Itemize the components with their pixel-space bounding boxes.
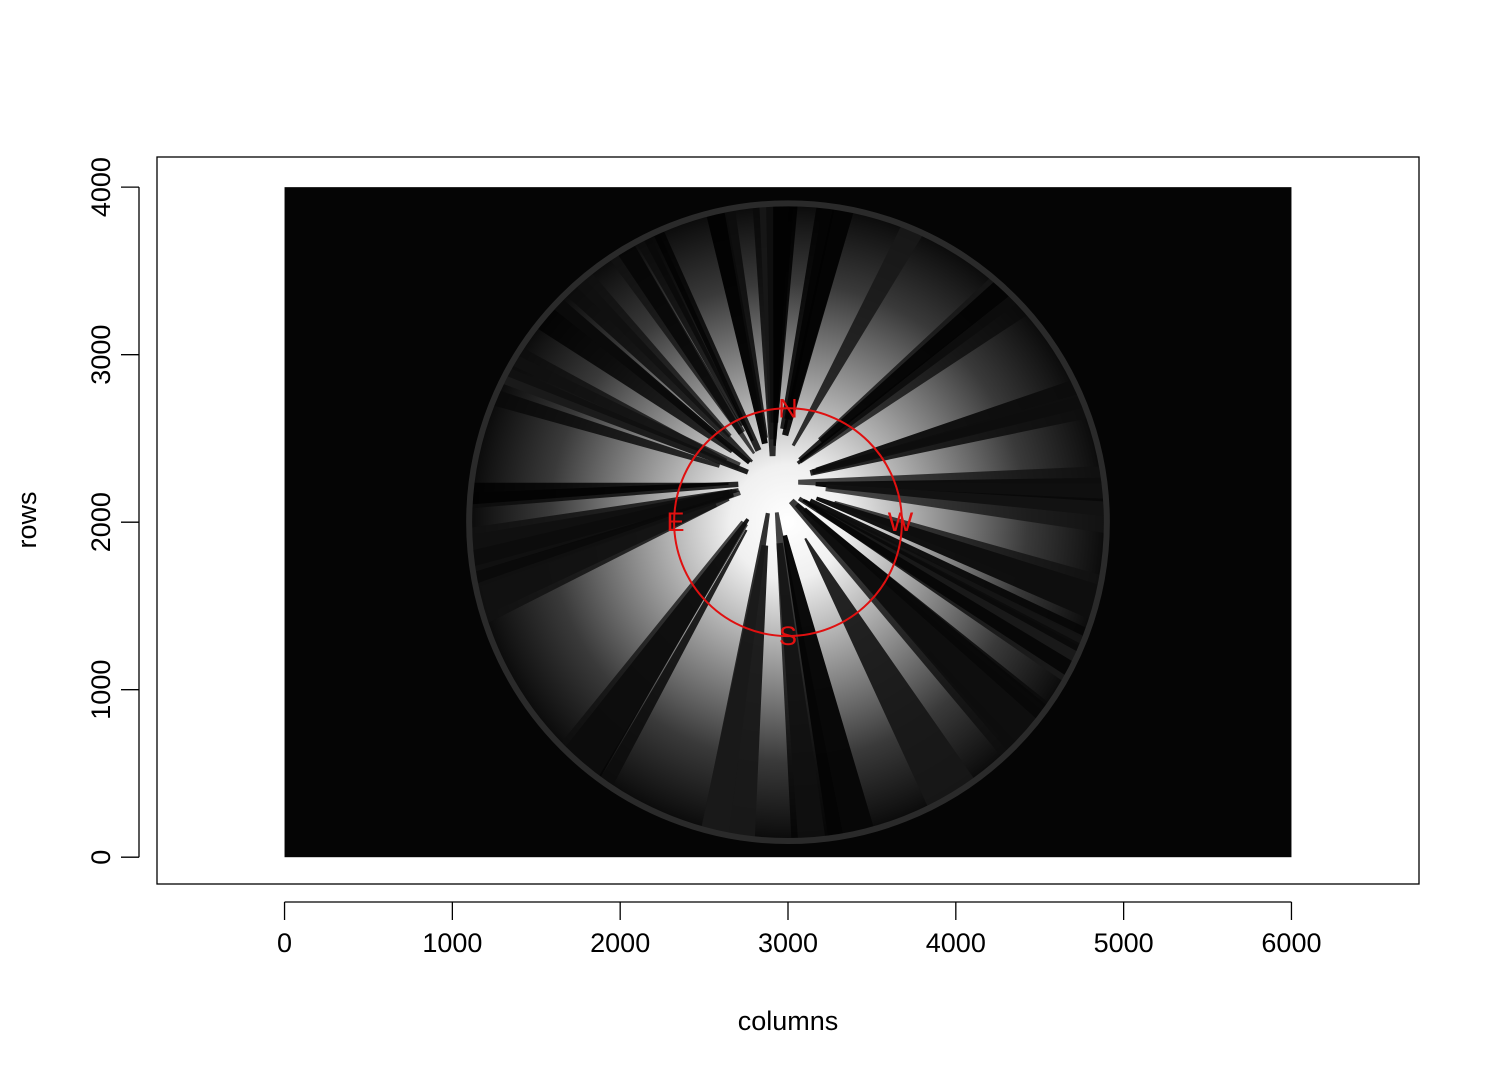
x-tick-label: 0 xyxy=(277,928,292,958)
x-tick-label: 4000 xyxy=(926,928,986,958)
tree-trunk xyxy=(469,482,729,510)
fisheye-rim xyxy=(466,200,1110,845)
tree-trunk xyxy=(815,363,1107,472)
y-tick-label: 3000 xyxy=(86,325,116,385)
tree-trunk xyxy=(804,537,980,815)
y-axis-title: rows xyxy=(12,491,42,548)
tree-trunk xyxy=(798,235,1062,462)
canopy-image xyxy=(284,187,1292,858)
tree-trunk xyxy=(825,484,1107,538)
tree-trunk xyxy=(776,542,827,842)
tree-trunk xyxy=(469,489,731,581)
x-tick-label: 2000 xyxy=(590,928,650,958)
tree-trunk xyxy=(588,529,748,807)
y-tick-label: 0 xyxy=(86,850,116,865)
tree-trunk xyxy=(810,519,1054,760)
tree-trunk xyxy=(782,203,878,437)
tree-trunk xyxy=(815,496,1107,628)
tree-trunk xyxy=(698,512,770,842)
compass-label-s: S xyxy=(779,621,797,651)
tree-trunk xyxy=(780,203,853,430)
x-tick-label: 3000 xyxy=(758,928,818,958)
tree-trunk xyxy=(774,512,845,842)
plot-frame xyxy=(156,156,1420,885)
tree-trunk xyxy=(797,496,1088,685)
x-tick-label: 5000 xyxy=(1094,928,1154,958)
tree-trunk xyxy=(799,253,1080,464)
y-tick-label: 4000 xyxy=(86,157,116,217)
y-tick-label: 1000 xyxy=(86,660,116,720)
tree-trunk xyxy=(708,203,768,439)
x-axis-title: columns xyxy=(738,1006,839,1036)
tree-trunk xyxy=(684,203,768,445)
compass-labels: N E W S xyxy=(667,393,914,651)
tree-trunk xyxy=(798,464,1107,501)
tree-trunk xyxy=(782,534,876,842)
x-tick-label: 1000 xyxy=(422,928,482,958)
tree-trunk xyxy=(803,507,1058,728)
tree-trunk xyxy=(773,203,806,446)
compass-circle xyxy=(673,407,903,638)
x-tick-label: 6000 xyxy=(1261,928,1321,958)
x-axis: 0 1000 2000 3000 4000 5000 6000 xyxy=(277,901,1321,958)
y-tick-label: 2000 xyxy=(86,492,116,552)
y-axis: 0 1000 2000 3000 4000 xyxy=(86,157,140,865)
compass-label-e: E xyxy=(667,507,685,537)
compass-label-w: W xyxy=(888,507,914,537)
tree-trunk xyxy=(469,498,730,646)
compass-label-n: N xyxy=(778,393,798,423)
tree-trunk xyxy=(809,380,1107,476)
